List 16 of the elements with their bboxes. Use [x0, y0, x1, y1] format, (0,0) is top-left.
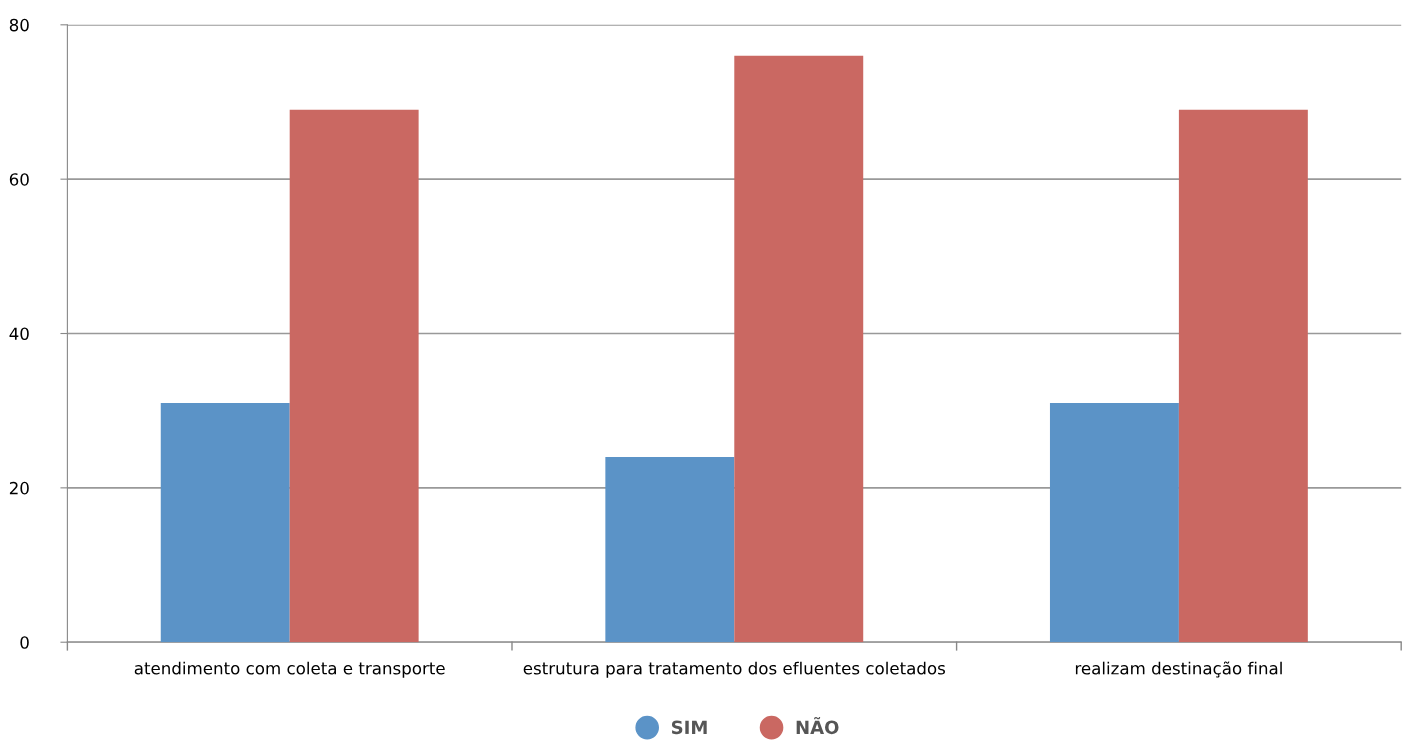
y-tick-label: 80	[9, 18, 29, 32]
bar	[734, 55, 864, 643]
legend-label: SIM	[671, 720, 707, 735]
x-tick-label: estrutura para tratamento dos efluentes coletados	[523, 661, 945, 678]
x-tick-label: realizam destinação final	[1075, 661, 1282, 678]
y-tick-label: 60	[9, 173, 29, 186]
bar	[289, 109, 419, 643]
legend-label: NÃO	[796, 717, 839, 735]
bar	[1049, 402, 1179, 643]
y-tick-label: 0	[20, 636, 29, 649]
bar	[1178, 109, 1308, 643]
bar	[605, 456, 735, 643]
x-tick-label: atendimento com coleta e transporte	[134, 661, 445, 678]
y-tick-label: 20	[9, 481, 29, 495]
y-tick-label: 40	[9, 327, 29, 341]
bar	[160, 402, 290, 643]
